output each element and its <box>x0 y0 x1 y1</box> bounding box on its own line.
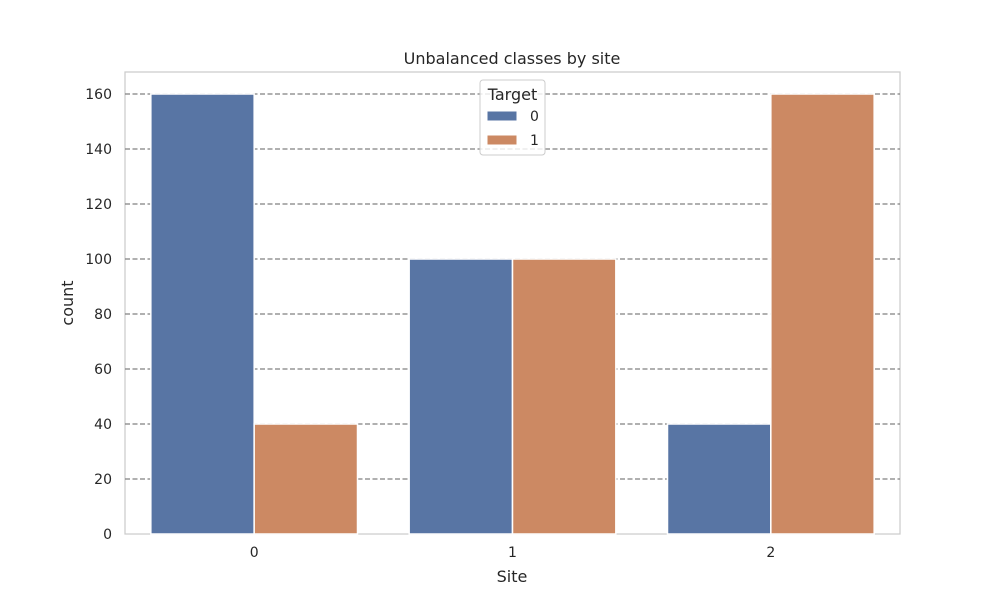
bars <box>150 93 875 535</box>
x-axis-label: Site <box>497 567 528 586</box>
y-tick-label: 0 <box>103 527 112 543</box>
bar-site-1-target-1 <box>511 258 617 535</box>
legend-swatch-0 <box>486 110 518 122</box>
bar-site-2-target-0 <box>666 423 772 535</box>
y-tick-label: 20 <box>94 472 112 488</box>
x-tick-label: 2 <box>766 545 775 561</box>
legend: Target 0 1 <box>479 79 546 156</box>
y-tick-label: 160 <box>85 87 112 103</box>
legend-label-0: 0 <box>530 109 539 125</box>
legend-label-1: 1 <box>530 133 539 149</box>
bar-site-2-target-1 <box>770 93 875 535</box>
y-tick-label: 100 <box>85 252 112 268</box>
legend-swatch-1 <box>486 134 518 146</box>
y-axis-label: count <box>58 280 77 325</box>
bar-site-0-target-0 <box>150 93 255 535</box>
y-tick-label: 40 <box>94 417 112 433</box>
x-tick-label: 0 <box>250 545 259 561</box>
y-tick-label: 120 <box>85 197 112 213</box>
y-tick-label: 60 <box>94 362 112 378</box>
legend-title: Target <box>487 85 538 104</box>
bar-site-1-target-0 <box>408 258 514 535</box>
y-tick-labels: 0 20 40 60 80 100 120 140 160 <box>85 87 112 543</box>
bar-site-0-target-1 <box>253 423 359 535</box>
x-tick-label: 1 <box>508 545 517 561</box>
y-tick-label: 140 <box>85 142 112 158</box>
x-tick-labels: 0 1 2 <box>250 545 776 561</box>
y-tick-label: 80 <box>94 307 112 323</box>
chart-title: Unbalanced classes by site <box>404 49 621 68</box>
